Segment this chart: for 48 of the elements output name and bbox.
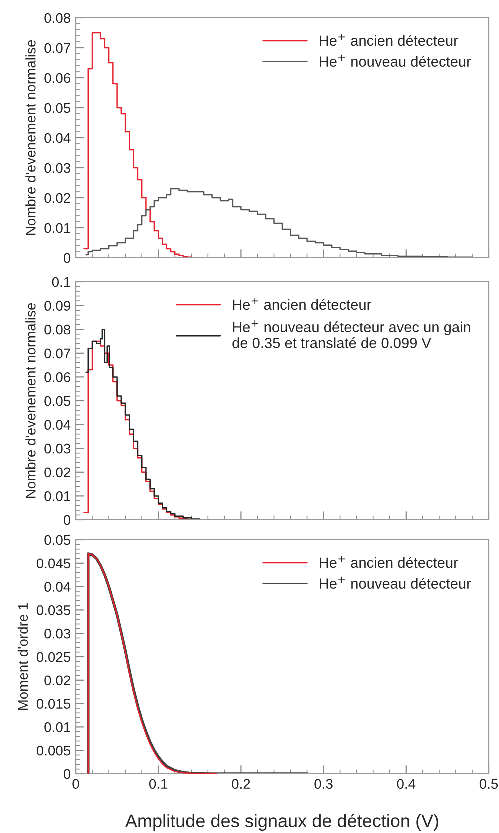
y-tick-label: 0.06: [44, 372, 71, 382]
y-tick-label: 0.04: [44, 133, 71, 144]
y-tick-label: 0.06: [44, 73, 71, 84]
legend-label: He$^{+}$ nouveau détecteur avec un gain de 0.35 et translaté de 0.099 V: [232, 320, 470, 348]
y-tick-label: 0.05: [44, 396, 71, 406]
y-tick-label: 0.09: [44, 301, 70, 311]
y-axis-title: Moment d'ordre 1: [18, 603, 28, 710]
y-tick-label: 0.02: [44, 468, 70, 478]
y-tick-label: 0.02: [44, 676, 70, 686]
y-tick-label: 0.035: [36, 606, 71, 616]
y-tick-label: 0.08: [44, 13, 71, 24]
y-tick-label: 0.1: [52, 277, 70, 288]
line-series: [88, 553, 218, 774]
y-axis-title: Nombre d'evenement normalise: [26, 40, 36, 236]
y-tick-label: 0: [64, 253, 71, 264]
y-tick-label: 0.015: [36, 699, 71, 709]
y-tick-label: 0.04: [44, 582, 71, 592]
y-tick-label: 0.04: [44, 420, 71, 430]
y-tick-label: 0: [64, 769, 71, 780]
y-tick-label: 0.05: [44, 103, 71, 114]
y-axis-title: Nombre d'evenement normalise: [26, 303, 36, 498]
legend-label: He$^{+}$ ancien détecteur: [320, 34, 458, 46]
y-tick-label: 0.03: [44, 163, 71, 174]
legend-label: He$^{+}$ ancien détecteur: [320, 556, 458, 568]
y-tick-label: 0.08: [44, 324, 71, 335]
x-tick-label: 0.3: [314, 779, 333, 790]
y-tick-label: 0.07: [44, 43, 70, 54]
legend-label: He$^{+}$ ancien détecteur: [233, 298, 372, 310]
x-tick-label: 0.4: [397, 779, 416, 790]
y-tick-label: 0.01: [44, 223, 70, 234]
legend-label: He$^{+}$ nouveau détecteur: [320, 576, 472, 589]
legend-label: He$^{+}$ nouveau détecteur: [320, 54, 472, 67]
y-tick-label: 0.005: [36, 746, 71, 756]
y-tick-label: 0.01: [44, 722, 70, 732]
y-tick-label: 0.03: [44, 444, 71, 454]
x-tick-label: 0.1: [149, 779, 168, 790]
y-tick-label: 0: [64, 515, 71, 526]
x-tick-label: 0.2: [232, 779, 250, 790]
x-axis-title: Amplitude des signaux de détection (V): [125, 814, 438, 832]
x-tick-label: 0.5: [480, 779, 498, 790]
y-tick-label: 0.02: [44, 193, 70, 204]
y-tick-label: 0.01: [44, 492, 70, 502]
y-tick-label: 0.05: [44, 535, 71, 546]
y-tick-label: 0.03: [44, 628, 71, 639]
y-tick-label: 0.025: [36, 652, 71, 662]
y-tick-label: 0.07: [44, 348, 70, 359]
y-tick-label: 0.045: [36, 558, 71, 569]
x-tick-label: 0: [72, 779, 80, 790]
